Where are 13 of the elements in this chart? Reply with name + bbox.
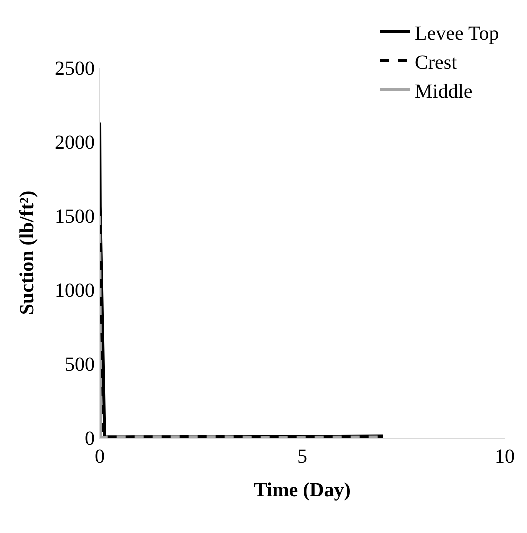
x-tick-label: 5 [298, 446, 308, 468]
legend-label: Middle [415, 80, 473, 103]
y-tick-label: 1000 [55, 280, 95, 302]
x-tick-label: 10 [495, 446, 515, 468]
y-axis-title: Suction (lb/ft²) [16, 190, 38, 316]
y-tick-label: 0 [85, 428, 95, 450]
y-tick-label: 2000 [55, 132, 95, 154]
y-tick-label: 2500 [55, 58, 95, 80]
y-tick-label: 500 [65, 354, 95, 376]
y-tick-label: 1500 [55, 206, 95, 228]
legend-label: Crest [415, 52, 458, 74]
legend-label: Levee Top [415, 22, 500, 45]
x-axis-title: Time (Day) [254, 480, 351, 502]
